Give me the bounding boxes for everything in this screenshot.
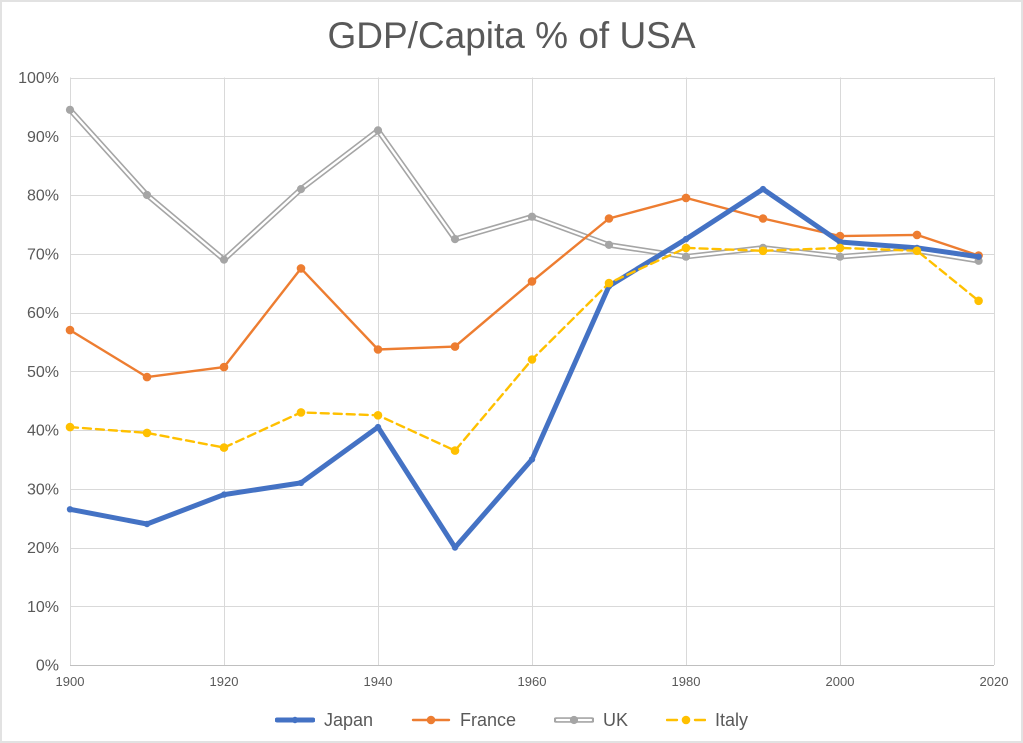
data-point-uk xyxy=(373,126,383,135)
data-point-japan xyxy=(528,456,536,463)
x-tick-label: 1980 xyxy=(672,674,701,689)
data-point-italy xyxy=(974,296,983,306)
y-tick-label: 90% xyxy=(27,129,59,146)
chart-title: GDP/Capita % of USA xyxy=(327,15,696,56)
japan-line-marker-icon xyxy=(274,716,315,724)
y-tick-label: 70% xyxy=(27,246,59,263)
legend: Japan France UK Italy xyxy=(2,703,1021,737)
data-point-france xyxy=(65,325,75,335)
data-point-italy xyxy=(758,246,768,256)
data-point-japan xyxy=(143,520,151,528)
y-tick-label: 40% xyxy=(27,423,59,440)
france-line-marker-icon xyxy=(411,715,451,725)
data-point-japan xyxy=(66,506,74,513)
data-point-japan xyxy=(374,423,382,431)
y-tick-label: 30% xyxy=(27,481,59,498)
y-tick-label: 80% xyxy=(27,188,59,205)
y-tick-label: 10% xyxy=(27,599,59,616)
legend-label-japan: Japan xyxy=(323,710,373,730)
data-point-italy xyxy=(527,355,537,364)
data-point-japan xyxy=(451,544,459,551)
legend-item-italy: Italy xyxy=(666,711,748,729)
data-point-uk xyxy=(219,255,229,264)
plot-area: 0% 10% 20% 30% 40% 50% 60% 70% 80% 90% 100% 1900 192… xyxy=(18,70,1009,689)
legend-item-uk: UK xyxy=(554,711,628,729)
data-point-france xyxy=(142,372,152,382)
data-point-italy xyxy=(142,428,152,438)
data-point-italy xyxy=(373,411,383,420)
data-point-italy xyxy=(219,443,229,452)
x-tick-label: 1960 xyxy=(518,674,547,689)
data-point-italy xyxy=(681,243,691,253)
uk-line-marker-icon xyxy=(554,715,595,725)
legend-item-japan: Japan xyxy=(274,710,373,730)
x-tick-label: 1900 xyxy=(56,674,85,689)
data-point-uk xyxy=(65,105,75,114)
data-point-france xyxy=(681,193,691,203)
data-point-france xyxy=(604,214,614,223)
y-tick-label: 20% xyxy=(27,540,59,557)
data-point-uk xyxy=(835,252,845,261)
legend-label-uk: UK xyxy=(603,710,629,730)
data-point-uk xyxy=(296,185,306,194)
italy-line-marker-icon xyxy=(666,715,707,725)
data-point-japan xyxy=(836,238,844,246)
y-tick-label: 50% xyxy=(27,364,59,381)
y-tick-label: 100% xyxy=(18,70,59,87)
data-point-italy xyxy=(296,408,306,417)
data-point-italy xyxy=(65,422,75,432)
legend-label-france: France xyxy=(459,710,517,730)
data-point-japan xyxy=(682,235,690,243)
data-point-italy xyxy=(835,243,845,253)
data-point-france xyxy=(296,264,306,273)
series-line-france xyxy=(68,196,980,379)
data-point-japan xyxy=(220,491,228,498)
data-point-uk xyxy=(604,240,614,249)
y-tick-label: 0% xyxy=(36,658,59,675)
data-point-italy xyxy=(604,278,614,288)
data-point-japan xyxy=(759,185,767,193)
data-point-france xyxy=(758,214,768,223)
data-point-uk xyxy=(450,235,460,244)
data-point-italy xyxy=(450,446,460,455)
data-point-italy xyxy=(912,246,922,256)
data-point-france xyxy=(450,342,460,351)
x-tick-label: 1920 xyxy=(210,674,239,689)
data-point-france xyxy=(219,362,229,372)
data-point-japan xyxy=(975,253,982,260)
data-point-uk xyxy=(142,190,152,200)
data-point-japan xyxy=(297,479,305,487)
data-point-france xyxy=(912,230,922,240)
y-tick-label: 60% xyxy=(27,305,59,322)
data-point-france xyxy=(527,277,537,286)
legend-item-france: France xyxy=(411,711,516,729)
data-point-france xyxy=(373,345,383,354)
series-line-italy xyxy=(68,246,980,452)
x-tick-label: 2020 xyxy=(980,674,1009,689)
data-point-uk xyxy=(681,252,691,261)
legend-label-italy: Italy xyxy=(715,710,749,730)
data-point-uk xyxy=(527,212,537,221)
x-tick-label: 2000 xyxy=(826,674,855,689)
x-tick-label: 1940 xyxy=(364,674,393,689)
